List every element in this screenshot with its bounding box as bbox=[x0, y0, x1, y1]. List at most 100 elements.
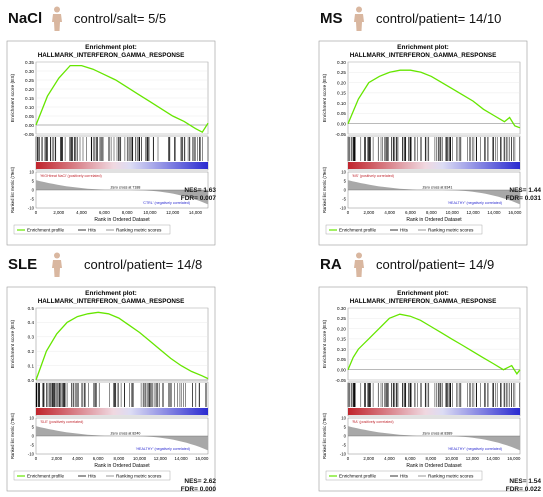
metric-axis-label: Ranked list metric (tTest) bbox=[322, 412, 327, 459]
x-tick-label: 6,000 bbox=[99, 210, 110, 215]
enrichment-profile-line bbox=[347, 313, 521, 375]
es-tick-label: -0.05 bbox=[336, 378, 347, 383]
fdr-value: FDR= 0.000 bbox=[180, 485, 216, 493]
x-tick-label: 6,000 bbox=[405, 456, 416, 461]
x-tick-label: 10,000 bbox=[445, 456, 459, 461]
zero-cross-label: Zero cross at 8240 bbox=[110, 432, 140, 436]
es-tick-label: 0.05 bbox=[337, 111, 346, 116]
x-tick-label: 6,000 bbox=[405, 210, 416, 215]
legend-metric-label: Ranking metric scores bbox=[428, 474, 474, 479]
metric-tick-label: -5 bbox=[342, 443, 346, 448]
x-tick-label: 2,000 bbox=[363, 210, 374, 215]
x-axis-label: Rank in Ordered Dataset bbox=[406, 217, 462, 223]
zero-cross-label: Zero cross at 8341 bbox=[422, 186, 452, 190]
condition-label: MS bbox=[320, 10, 343, 27]
es-tick-label: 0.10 bbox=[337, 347, 346, 352]
nes-value: NES= 1.63 bbox=[184, 187, 216, 194]
enrichment-plot: Enrichment plot: HALLMARK_INTERFERON_GAMM… bbox=[318, 40, 528, 251]
es-panel-frame bbox=[347, 307, 521, 381]
plot-heading: Enrichment plot: bbox=[397, 44, 449, 51]
x-tick-label: 12,000 bbox=[467, 210, 481, 215]
nes-value: NES= 1.44 bbox=[509, 187, 541, 194]
x-tick-label: 10,000 bbox=[446, 210, 460, 215]
stats-block: NES= 1.54 FDR= 0.022 bbox=[506, 478, 541, 493]
legend-hits-label: Hits bbox=[88, 474, 97, 479]
rank-color-bar bbox=[348, 162, 520, 169]
condition-label: RA bbox=[320, 256, 342, 273]
negative-label: 'HEALTHY' (negatively correlated) bbox=[136, 447, 190, 451]
metric-axis-label: Ranked list metric (tTest) bbox=[10, 166, 15, 213]
negative-label: 'CTRL' (negatively correlated) bbox=[143, 201, 190, 205]
gsea-chart: Enrichment plot:HALLMARK_INTERFERON_GAMM… bbox=[318, 286, 528, 492]
metric-tick-label: 5 bbox=[344, 179, 347, 184]
ratio-label: control/patient= 14/10 bbox=[376, 11, 502, 26]
legend-hits-label: Hits bbox=[88, 228, 97, 233]
x-tick-label: 4,000 bbox=[384, 456, 395, 461]
metric-tick-label: 5 bbox=[32, 425, 35, 430]
stats-block: NES= 1.44 FDR= 0.031 bbox=[506, 187, 541, 202]
es-tick-label: 0.3 bbox=[28, 335, 35, 340]
fdr-value: FDR= 0.007 bbox=[180, 194, 216, 202]
rank-color-bar bbox=[348, 408, 520, 415]
x-tick-label: 16,000 bbox=[195, 456, 209, 461]
x-tick-label: 2,000 bbox=[51, 456, 62, 461]
x-tick-label: 6,000 bbox=[93, 456, 104, 461]
condition-label: SLE bbox=[8, 256, 38, 273]
es-axis-label: Enrichment score (ES) bbox=[10, 319, 16, 368]
legend-hits-label: Hits bbox=[400, 228, 409, 233]
enrichment-plot: Enrichment plot: HALLMARK_INTERFERON_GAMM… bbox=[318, 286, 528, 497]
nes-value: NES= 2.62 bbox=[184, 478, 216, 485]
legend-box bbox=[13, 470, 171, 481]
es-tick-label: 0.00 bbox=[25, 123, 34, 128]
metric-tick-label: 10 bbox=[29, 416, 34, 421]
es-tick-label: 0.10 bbox=[337, 101, 346, 106]
es-tick-label: 0.10 bbox=[25, 105, 34, 110]
panel-ra: RA control/patient= 14/9 Enrichment plot… bbox=[318, 252, 543, 493]
es-tick-label: 0.05 bbox=[337, 357, 346, 362]
x-tick-label: 14,000 bbox=[486, 456, 500, 461]
es-tick-label: 0.25 bbox=[337, 70, 346, 75]
positive-label: 'RA' (positively correlated) bbox=[352, 420, 394, 424]
ratio-label: control/salt= 5/5 bbox=[74, 11, 167, 26]
es-tick-label: 0.5 bbox=[28, 306, 35, 311]
x-tick-label: 0 bbox=[35, 456, 38, 461]
es-tick-label: 0.2 bbox=[28, 349, 35, 354]
person-icon bbox=[52, 252, 62, 277]
es-tick-label: 0.20 bbox=[337, 326, 346, 331]
panel-header: MS control/patient= 14/10 bbox=[318, 6, 543, 36]
panel-header: NaCl control/salt= 5/5 bbox=[6, 6, 236, 36]
metric-tick-label: 0 bbox=[344, 188, 347, 193]
metric-tick-label: -10 bbox=[340, 206, 347, 211]
es-tick-label: 0.30 bbox=[337, 60, 346, 65]
fdr-value: FDR= 0.031 bbox=[505, 194, 541, 202]
x-tick-label: 8,000 bbox=[122, 210, 133, 215]
metric-tick-label: 0 bbox=[32, 188, 35, 193]
es-tick-label: 0.05 bbox=[25, 114, 34, 119]
legend-box bbox=[325, 224, 483, 235]
stats-block: NES= 1.63 FDR= 0.007 bbox=[181, 187, 216, 202]
plot-heading: Enrichment plot: bbox=[85, 290, 137, 297]
geneset-title: HALLMARK_INTERFERON_GAMMA_RESPONSE bbox=[38, 52, 185, 59]
metric-tick-label: -5 bbox=[30, 197, 34, 202]
es-tick-label: 0.00 bbox=[337, 368, 346, 373]
es-axis-label: Enrichment score (ES) bbox=[322, 73, 328, 122]
es-tick-label: 0.35 bbox=[25, 60, 34, 65]
legend-hits-label: Hits bbox=[400, 474, 409, 479]
x-tick-label: 10,000 bbox=[133, 456, 147, 461]
es-tick-label: -0.05 bbox=[24, 132, 35, 137]
ratio-label: control/patient= 14/9 bbox=[376, 257, 495, 272]
positive-label: 'MS' (positively correlated) bbox=[352, 174, 394, 178]
enrichment-profile-line bbox=[35, 64, 209, 134]
positive-label: 'SLE' (positively correlated) bbox=[40, 420, 83, 424]
metric-tick-label: 10 bbox=[341, 170, 346, 175]
x-tick-label: 14,000 bbox=[189, 210, 203, 215]
panel-nacl: NaCl control/salt= 5/5 Enrichment plot: H… bbox=[6, 6, 236, 246]
x-axis-label: Rank in Ordered Dataset bbox=[94, 217, 150, 223]
es-tick-label: 0.0 bbox=[28, 378, 35, 383]
panel-header: SLE control/patient= 14/8 bbox=[6, 252, 236, 282]
ratio-label: control/patient= 14/8 bbox=[84, 257, 203, 272]
x-tick-label: 10,000 bbox=[143, 210, 157, 215]
gsea-chart: Enrichment plot:HALLMARK_INTERFERON_GAMM… bbox=[6, 286, 216, 492]
ranking-metric-area bbox=[348, 180, 520, 205]
es-axis-label: Enrichment score (ES) bbox=[10, 73, 16, 122]
